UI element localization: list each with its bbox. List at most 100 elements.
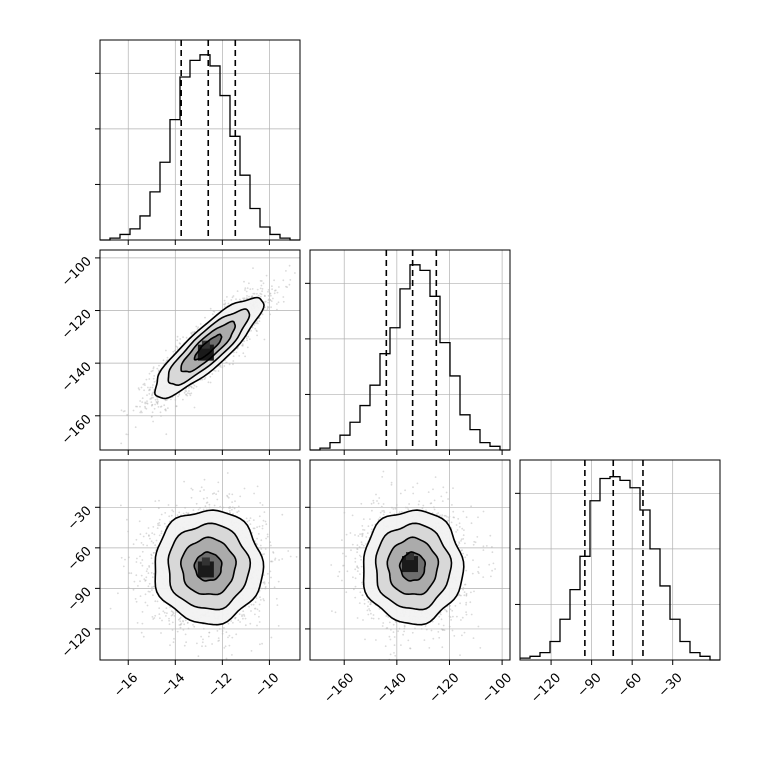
sample-point [192, 387, 195, 390]
sample-point [276, 291, 279, 294]
sample-point [176, 348, 179, 350]
joint-panel-p0-p2 [109, 472, 298, 660]
sample-point [147, 590, 150, 593]
sample-point [257, 533, 260, 535]
sample-point [145, 378, 148, 381]
sample-point [178, 393, 181, 396]
sample-point [230, 299, 233, 301]
sample-point [242, 617, 244, 620]
contour-line [180, 320, 237, 373]
sample-point [136, 622, 139, 624]
sample-point [156, 527, 159, 529]
sample-point [141, 622, 144, 625]
sample-point [264, 295, 266, 297]
sample-point [247, 335, 250, 338]
sample-point [195, 502, 198, 505]
sample-point [150, 416, 153, 418]
sample-point [202, 497, 205, 500]
sample-point [175, 405, 178, 408]
sample-point [232, 621, 234, 624]
sample-point [195, 325, 198, 328]
sample-point [276, 308, 278, 311]
sample-point [125, 433, 128, 436]
sample-point [203, 378, 206, 380]
sample-point [295, 556, 298, 558]
sample-point [261, 527, 264, 530]
sample-point [191, 331, 194, 334]
sample-point [176, 339, 179, 342]
sample-point [233, 351, 235, 354]
sample-point [276, 303, 278, 305]
sample-point [231, 296, 234, 299]
sample-point [269, 313, 272, 316]
sample-point [241, 344, 244, 347]
sample-point [288, 283, 291, 286]
sample-point [165, 607, 168, 609]
sample-point [156, 600, 159, 603]
sample-point [163, 611, 166, 614]
sample-point [165, 615, 167, 617]
sample-point [189, 394, 192, 397]
sample-point [270, 636, 273, 639]
sample-point [179, 626, 182, 629]
sample-point [209, 381, 212, 384]
sample-point [179, 620, 182, 623]
sample-point [245, 290, 248, 293]
sample-point [152, 391, 155, 394]
sample-point [256, 334, 258, 337]
sample-point [272, 552, 275, 554]
sample-point [163, 522, 166, 525]
sample-point [236, 290, 239, 292]
sample-point [230, 620, 233, 622]
sample-point [234, 500, 236, 503]
sample-point [152, 526, 155, 528]
sample-point [277, 580, 280, 583]
sample-point [243, 280, 245, 283]
sample-point [256, 485, 259, 488]
sample-point [139, 405, 141, 408]
sample-point [285, 285, 287, 288]
sample-point [226, 361, 228, 364]
sample-point [264, 587, 266, 590]
sample-point [183, 480, 186, 483]
sample-point [145, 576, 148, 579]
sample-point [153, 572, 155, 575]
sample-point [144, 593, 147, 596]
sample-point [227, 302, 230, 305]
sample-point [256, 330, 258, 333]
sample-point [170, 514, 173, 517]
sample-point [258, 603, 261, 606]
sample-point [256, 543, 258, 546]
sample-point [135, 600, 138, 603]
sample-point [229, 511, 231, 514]
sample-point [213, 369, 216, 372]
sample-point [235, 298, 237, 301]
sample-point [146, 568, 149, 570]
sample-point [165, 433, 168, 436]
sample-point [223, 303, 225, 306]
sample-point [186, 621, 189, 624]
sample-point [139, 411, 142, 414]
sample-point [249, 517, 252, 519]
sample-point [244, 355, 247, 358]
sample-point [170, 610, 173, 613]
sample-point [228, 506, 231, 509]
sample-point [152, 367, 155, 370]
sample-point [132, 588, 135, 591]
sample-point [162, 359, 165, 362]
sample-point [258, 621, 261, 623]
sample-point [244, 624, 247, 627]
sample-point [266, 308, 269, 311]
sample-point [252, 292, 255, 295]
sample-point [152, 377, 155, 380]
sample-point [249, 288, 252, 291]
sample-point [274, 559, 276, 561]
sample-point [215, 493, 218, 496]
sample-point [151, 369, 154, 372]
sample-point [135, 538, 138, 541]
sample-point [137, 585, 139, 587]
sample-point [242, 610, 245, 613]
sample-point [197, 508, 200, 511]
sample-point [171, 621, 174, 624]
sample-point [245, 297, 248, 299]
